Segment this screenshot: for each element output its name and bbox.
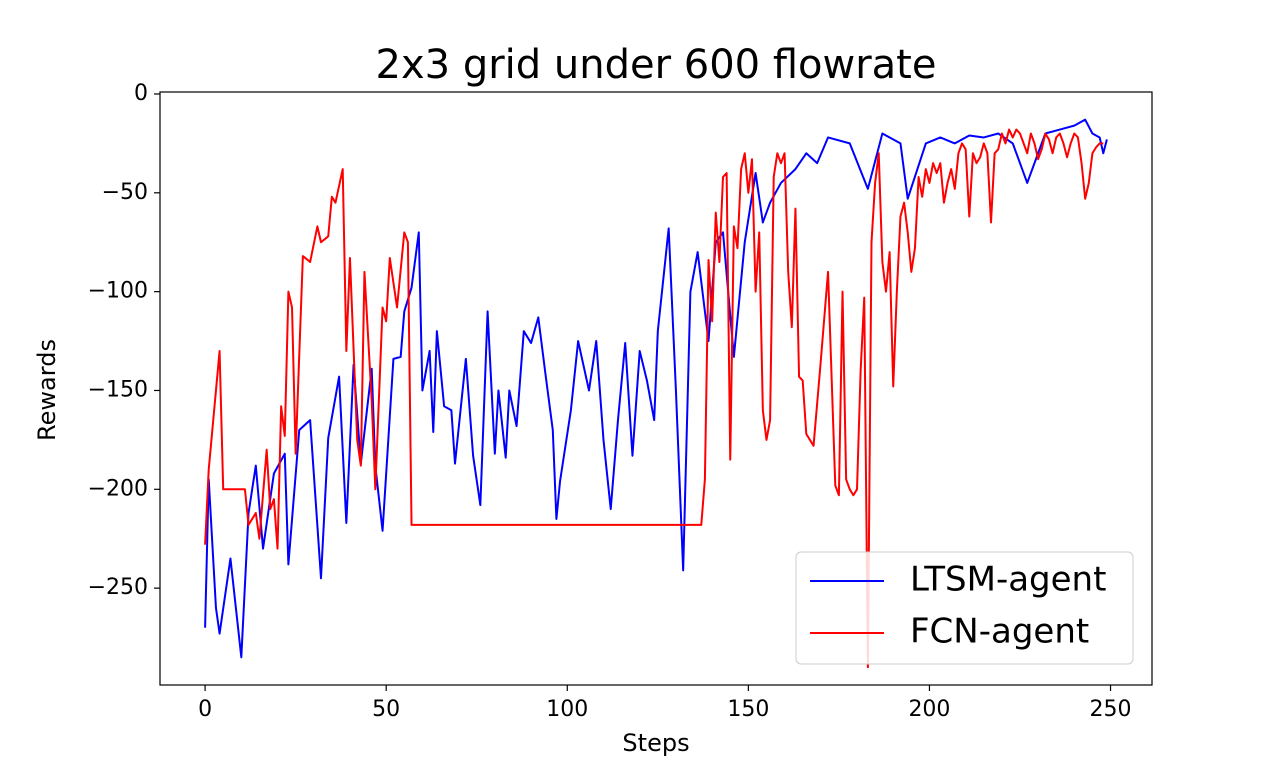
legend: LTSM-agent FCN-agent: [795, 551, 1134, 665]
chart-title: 2x3 grid under 600 flowrate: [376, 42, 937, 88]
legend-label: LTSM-agent: [910, 560, 1106, 600]
plot-area: [204, 118, 1108, 669]
y-tick-label: −250: [88, 575, 148, 600]
y-tick-label: −100: [88, 279, 148, 304]
y-tick-label: −150: [88, 377, 148, 402]
series-line: [204, 128, 1104, 669]
x-tick-label: 200: [908, 697, 950, 722]
y-tick-label: 0: [134, 81, 148, 106]
legend-label: FCN-agent: [910, 612, 1089, 652]
x-tick-label: 250: [1090, 697, 1132, 722]
x-tick-label: 150: [727, 697, 769, 722]
y-tick-label: −50: [102, 180, 148, 205]
x-tick-label: 0: [198, 697, 212, 722]
x-tick-label: 100: [546, 697, 588, 722]
x-tick-label: 50: [372, 697, 400, 722]
axes-frame: [159, 91, 1153, 686]
y-axis-label: Rewards: [33, 339, 61, 441]
y-tick-label: −200: [88, 476, 148, 501]
series-line: [204, 118, 1108, 659]
x-axis-label: Steps: [622, 729, 689, 757]
